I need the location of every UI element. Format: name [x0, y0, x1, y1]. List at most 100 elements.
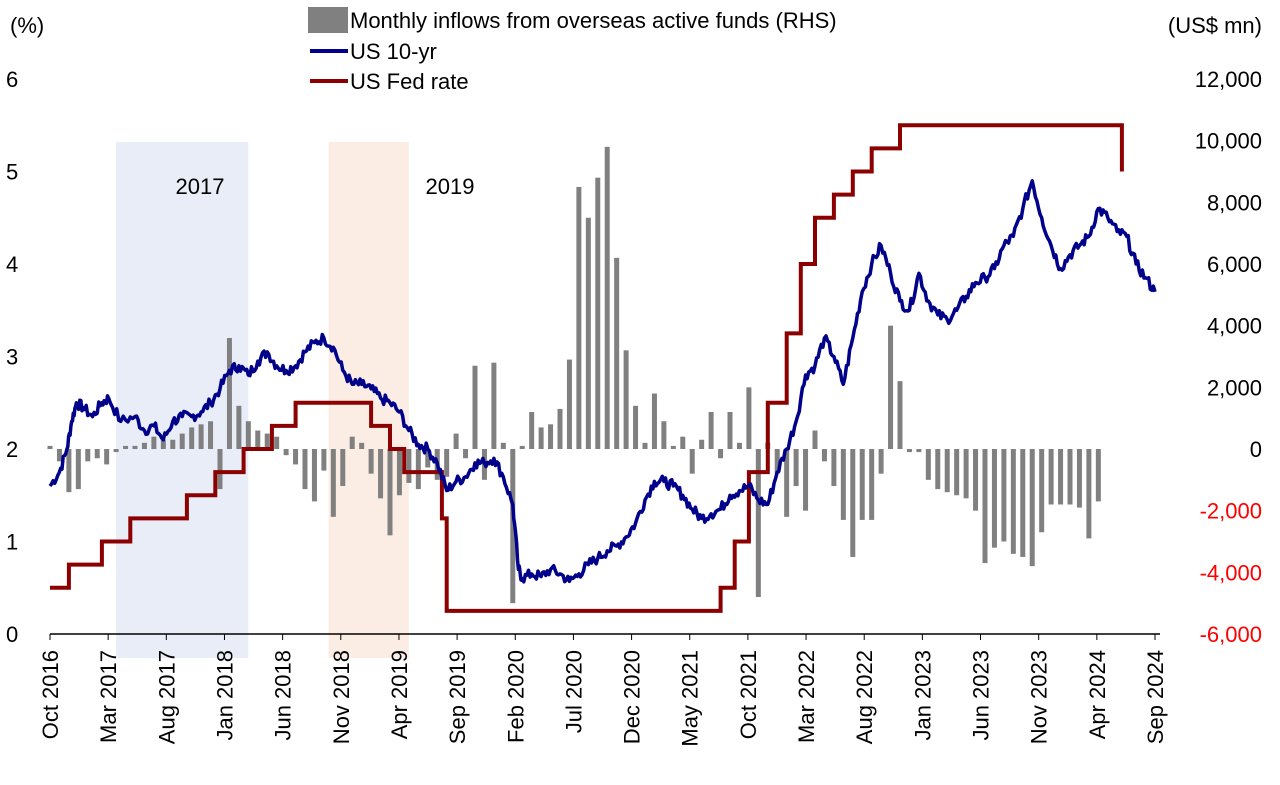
inflow-bar-99 [982, 449, 988, 564]
shaded-period-2019 [328, 142, 409, 658]
inflow-bar-91 [906, 449, 912, 453]
inflow-bar-17 [208, 421, 214, 449]
right-tick-label-3: 0 [1250, 437, 1262, 462]
right-tick-label-7: 8,000 [1207, 190, 1262, 215]
inflow-bar-77 [774, 449, 780, 474]
x-tick-label-15: Jan 2023 [910, 650, 935, 741]
inflow-bar-31 [340, 449, 346, 486]
inflow-bar-63 [642, 442, 648, 449]
x-tick-label-11: May 2021 [678, 650, 703, 747]
inflow-bar-18 [217, 449, 223, 490]
inflow-bar-4 [85, 449, 91, 462]
x-tick-label-14: Aug 2022 [852, 650, 877, 744]
inflow-bar-45 [472, 365, 478, 449]
inflow-bar-10 [141, 442, 147, 449]
inflow-bar-81 [812, 430, 818, 449]
inflow-bar-14 [179, 433, 185, 449]
legend: Monthly inflows from overseas active fun… [308, 7, 837, 94]
inflow-bar-107 [1058, 449, 1064, 505]
inflow-bar-2 [66, 449, 72, 493]
right-tick-label-4: 2,000 [1207, 375, 1262, 400]
inflow-bar-108 [1067, 449, 1073, 505]
inflow-bar-33 [359, 442, 365, 449]
right-axis-labels: -6,000 -4,000 -2,000 0 2,000 4,000 6,000 8,000 1… [1195, 67, 1262, 647]
inflow-bar-32 [349, 436, 355, 449]
inflow-bar-57 [585, 217, 591, 449]
right-tick-label-0: -6,000 [1200, 622, 1262, 647]
inflow-bar-37 [396, 449, 402, 496]
fed-rate-series [50, 123, 1124, 613]
legend-label-us10y: US 10-yr [350, 39, 437, 64]
inflow-bar-85 [850, 449, 856, 557]
inflow-bar-19 [226, 338, 232, 449]
shaded-periods [116, 142, 409, 658]
inflow-bar-102 [1010, 449, 1016, 554]
inflow-bar-51 [529, 412, 535, 449]
x-tick-label-2: Aug 2017 [154, 650, 179, 744]
left-axis-labels: 0 1 2 3 4 5 6 [6, 67, 18, 647]
inflow-bar-78 [784, 449, 790, 517]
inflow-bar-5 [94, 449, 100, 459]
x-tick-label-8: Feb 2020 [503, 650, 528, 743]
inflow-bar-97 [963, 449, 969, 499]
inflow-bar-94 [935, 449, 941, 490]
inflow-bar-12 [160, 439, 166, 449]
inflow-bar-75 [755, 449, 761, 597]
right-tick-label-2: -2,000 [1200, 499, 1262, 524]
x-tick-label-1: Mar 2017 [96, 650, 121, 743]
x-tick-label-16: Jun 2023 [969, 650, 994, 741]
inflow-bar-42 [444, 449, 450, 477]
left-tick-label-2: 2 [6, 437, 18, 462]
x-tick-label-9: Jul 2020 [561, 650, 586, 733]
inflow-bar-72 [727, 412, 733, 449]
shaded-period-2017 [116, 142, 249, 658]
inflow-bar-0 [47, 445, 53, 449]
inflow-bar-98 [973, 449, 979, 511]
x-tick-label-5: Nov 2018 [329, 650, 354, 744]
inflow-bar-44 [463, 449, 469, 459]
inflow-bar-74 [746, 387, 752, 449]
x-tick-label-19: Sep 2024 [1143, 650, 1168, 744]
inflow-bar-61 [623, 350, 629, 449]
x-tick-label-6: Apr 2019 [387, 650, 412, 739]
inflow-bar-43 [453, 433, 459, 449]
legend-swatch-inflows [308, 7, 348, 33]
inflow-bar-26 [293, 449, 299, 465]
inflow-bar-83 [831, 449, 837, 486]
inflow-bar-34 [368, 449, 374, 474]
inflow-bar-30 [330, 449, 336, 517]
fed-rate-line [50, 123, 1124, 613]
x-tick-label-3: Jan 2018 [212, 650, 237, 741]
inflow-bar-3 [75, 449, 81, 490]
inflow-bar-36 [387, 449, 393, 536]
left-tick-label-1: 1 [6, 530, 18, 555]
inflow-bar-92 [916, 449, 922, 453]
inflow-bar-82 [821, 449, 827, 462]
inflow-bar-39 [415, 449, 421, 490]
x-axis-ticks [49, 634, 1156, 640]
inflow-bar-66 [670, 445, 676, 449]
inflow-bar-25 [283, 449, 289, 456]
inflow-bars [47, 146, 1101, 604]
inflow-bar-110 [1086, 449, 1092, 539]
inflow-bar-111 [1095, 449, 1101, 502]
inflow-bar-104 [1029, 449, 1035, 567]
inflow-bar-103 [1020, 449, 1026, 557]
inflow-bar-65 [661, 421, 667, 449]
x-tick-label-18: Apr 2024 [1085, 650, 1110, 739]
us10y-series [48, 179, 1157, 584]
shade-label-2017: 2017 [176, 174, 225, 199]
left-tick-label-6: 6 [6, 67, 18, 92]
inflow-bar-15 [189, 427, 195, 449]
inflow-bar-35 [378, 449, 384, 499]
right-tick-label-8: 10,000 [1195, 129, 1262, 154]
inflow-bar-87 [869, 449, 875, 520]
inflow-bar-40 [425, 449, 431, 468]
inflow-bar-29 [321, 449, 327, 471]
left-axis-unit: (%) [10, 13, 44, 38]
inflow-bar-22 [255, 430, 261, 449]
inflow-bar-1 [56, 449, 62, 462]
inflow-bar-86 [859, 449, 865, 520]
inflow-bar-20 [236, 405, 242, 449]
